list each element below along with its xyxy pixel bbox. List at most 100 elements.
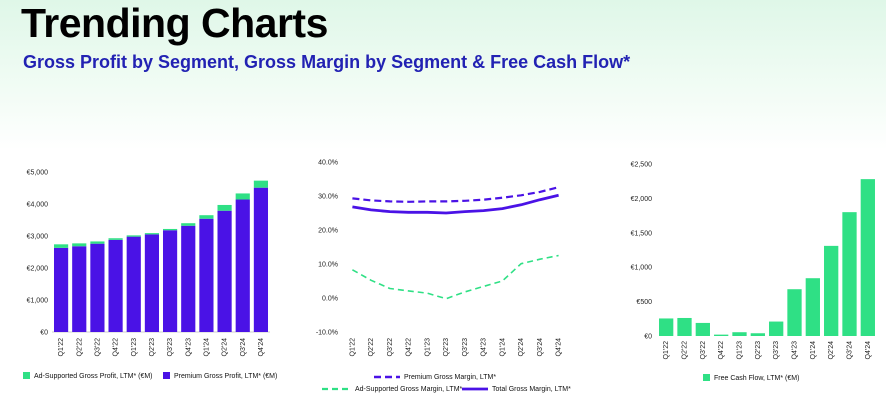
gp-premium-bar <box>199 218 214 332</box>
gp-y-tick-label: €1,000 <box>27 298 49 305</box>
fcf-x-tick-label: Q3'24 <box>847 341 854 360</box>
gm-x-tick-label: Q1'24 <box>499 338 506 357</box>
fcf-x-tick-label: Q1'23 <box>737 341 744 360</box>
gp-x-tick-label: Q2'23 <box>149 338 156 357</box>
gm-x-tick-label: Q2'23 <box>443 338 450 357</box>
gp-x-tick-label: Q4'23 <box>185 338 192 357</box>
gp-ad-supported-bar <box>253 180 269 188</box>
gm-y-tick-label: 10.0% <box>318 262 338 269</box>
gp-x-tick-label: Q1'22 <box>58 338 65 357</box>
gp-y-tick-label: €2,000 <box>27 266 49 273</box>
gp-premium-bar <box>162 230 178 332</box>
gm-x-tick-label: Q4'23 <box>481 338 488 357</box>
fcf-bar <box>787 289 802 336</box>
gp-x-tick-label: Q3'23 <box>167 338 174 357</box>
gp-ad-supported-bar <box>90 241 105 244</box>
gp-ad-supported-bar <box>235 193 250 200</box>
gp-y-tick-label: €4,000 <box>27 202 49 209</box>
fcf-x-tick-label: Q4'23 <box>792 341 799 360</box>
gm-y-tick-label: 0.0% <box>322 296 338 303</box>
gp-ad-supported-bar <box>162 228 178 231</box>
gp-legend-label-ad-supported: Ad-Supported Gross Profit, LTM* (€M) <box>34 373 153 380</box>
fcf-bar <box>769 321 784 336</box>
gm-x-tick-label: Q3'24 <box>537 338 544 357</box>
fcf-bar <box>732 332 747 336</box>
fcf-legend-swatch <box>703 374 710 381</box>
gp-legend-label-premium: Premium Gross Profit, LTM* (€M) <box>174 373 277 380</box>
gm-y-tick-label: 40.0% <box>318 160 338 167</box>
gm-y-tick-label: -10.0% <box>316 330 338 337</box>
gp-premium-bar <box>253 187 269 332</box>
gp-premium-bar <box>126 236 141 332</box>
gp-premium-bar <box>217 210 232 332</box>
gm-total-line <box>352 193 559 215</box>
gp-premium-bar <box>53 247 69 332</box>
fcf-y-tick-label: €500 <box>636 299 652 306</box>
gp-x-tick-label: Q1'24 <box>203 338 210 357</box>
fcf-y-tick-label: €1,500 <box>631 230 653 237</box>
fcf-y-tick-label: €2,500 <box>631 162 653 169</box>
fcf-bar <box>842 212 857 336</box>
fcf-x-tick-label: Q3'22 <box>700 341 707 360</box>
gp-premium-bar <box>235 199 250 332</box>
gm-premium-line <box>352 186 559 203</box>
page-subtitle: Gross Profit by Segment, Gross Margin by… <box>23 52 631 72</box>
gp-x-tick-label: Q4'24 <box>258 338 265 357</box>
gp-premium-bar <box>108 239 123 332</box>
gp-ad-supported-bar <box>217 204 232 211</box>
gp-legend-swatch-premium <box>163 372 170 379</box>
page-title: Trending Charts <box>21 0 328 46</box>
gp-premium-bar <box>90 243 105 332</box>
fcf-x-tick-label: Q1'22 <box>663 341 670 360</box>
gp-x-tick-label: Q2'22 <box>76 338 83 357</box>
gm-x-tick-label: Q1'23 <box>424 338 431 357</box>
fcf-bar <box>659 318 674 336</box>
gp-ad-supported-bar <box>144 233 160 235</box>
gp-x-tick-label: Q4'22 <box>113 338 120 357</box>
gp-ad-supported-bar <box>72 243 87 247</box>
fcf-bar <box>750 333 765 336</box>
fcf-x-tick-label: Q3'23 <box>773 341 780 360</box>
fcf-y-tick-label: €1,000 <box>631 265 653 272</box>
fcf-bar <box>860 179 875 336</box>
gm-legend-label-ad-supported: Ad-Supported Gross Margin, LTM* <box>355 386 463 393</box>
gp-premium-bar <box>72 246 87 332</box>
gm-x-tick-label: Q3'23 <box>462 338 469 357</box>
gp-ad-supported-bar <box>53 244 69 248</box>
gm-x-tick-label: Q4'24 <box>556 338 563 357</box>
gp-legend-swatch-ad-supported <box>23 372 30 379</box>
gm-legend-label-total: Total Gross Margin, LTM* <box>492 386 571 393</box>
gp-premium-bar <box>181 225 196 332</box>
fcf-bar <box>677 317 692 336</box>
gp-premium-bar <box>144 234 160 332</box>
gp-y-tick-label: €0 <box>40 330 48 337</box>
fcf-legend-label: Free Cash Flow, LTM* (€M) <box>714 375 799 382</box>
gm-ad-supported-line <box>352 254 559 300</box>
fcf-bar <box>714 334 729 336</box>
gm-legend-label-premium: Premium Gross Margin, LTM* <box>404 374 496 381</box>
gp-ad-supported-bar <box>199 215 214 219</box>
gp-x-tick-label: Q1'23 <box>131 338 138 357</box>
fcf-y-tick-label: €2,000 <box>631 196 653 203</box>
gp-y-tick-label: €5,000 <box>27 170 49 177</box>
fcf-x-tick-label: Q4'24 <box>865 341 872 360</box>
fcf-x-tick-label: Q2'24 <box>828 341 835 360</box>
fcf-x-tick-label: Q2'23 <box>755 341 762 360</box>
gm-y-tick-label: 20.0% <box>318 228 338 235</box>
gp-x-tick-label: Q2'24 <box>222 338 229 357</box>
fcf-x-tick-label: Q4'22 <box>718 341 725 360</box>
fcf-bar <box>695 322 710 336</box>
gp-y-tick-label: €3,000 <box>27 234 49 241</box>
gm-x-tick-label: Q2'22 <box>368 338 375 357</box>
fcf-bar <box>824 245 839 336</box>
gp-x-tick-label: Q3'22 <box>94 338 101 357</box>
fcf-bar <box>805 278 820 336</box>
gp-ad-supported-bar <box>181 223 196 226</box>
gp-ad-supported-bar <box>126 235 141 237</box>
gm-y-tick-label: 30.0% <box>318 194 338 201</box>
fcf-y-tick-label: €0 <box>644 334 652 341</box>
gm-x-tick-label: Q4'22 <box>406 338 413 357</box>
fcf-x-tick-label: Q2'22 <box>682 341 689 360</box>
gp-ad-supported-bar <box>108 238 123 240</box>
